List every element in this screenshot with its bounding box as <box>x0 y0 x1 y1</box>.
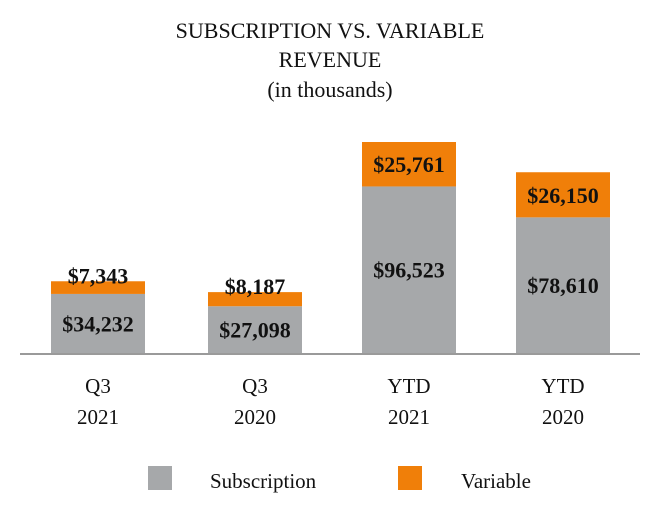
data-label-subscription-1: $27,098 <box>219 318 291 343</box>
bar-subscription-1 <box>208 306 302 353</box>
legend-label-variable: Variable <box>461 469 531 493</box>
x-tick-labels-layer: Q3 2021 Q3 2020 YTD 2021 YTD 2020 <box>77 374 585 429</box>
x-tick-label-2-line-1: YTD <box>387 374 430 398</box>
bar-subscription-2 <box>362 186 456 353</box>
bar-variable-2 <box>362 142 456 187</box>
bar-subscription-0 <box>51 293 145 353</box>
bar-subscription-3 <box>516 217 610 353</box>
x-tick-label-3-line-2: 2020 <box>542 405 584 429</box>
x-tick-label-3-line-1: YTD <box>541 374 584 398</box>
bar-variable-0 <box>51 281 145 294</box>
chart-subtitle: (in thousands) <box>267 77 392 102</box>
legend-swatch-subscription <box>148 466 172 490</box>
bar-variable-3 <box>516 172 610 218</box>
bars-layer <box>51 142 610 353</box>
data-label-variable-0: $7,343 <box>68 263 129 288</box>
bar-variable-1 <box>208 292 302 307</box>
data-label-subscription-0: $34,232 <box>62 311 134 336</box>
data-label-subscription-3: $78,610 <box>527 273 599 298</box>
data-label-subscription-2: $96,523 <box>373 258 445 283</box>
x-tick-label-0-line-1: Q3 <box>85 374 111 398</box>
x-tick-label-2-line-2: 2021 <box>388 405 430 429</box>
data-label-variable-2: $25,761 <box>373 152 445 177</box>
legend-swatch-variable <box>398 466 422 490</box>
x-tick-label-1-line-2: 2020 <box>234 405 276 429</box>
chart-title-line-2: REVENUE <box>279 47 382 72</box>
x-tick-label-0-line-2: 2021 <box>77 405 119 429</box>
data-labels-layer: $34,232 $7,343 $27,098 $8,187 $96,523 $25,761… <box>62 152 599 342</box>
legend-label-subscription: Subscription <box>210 469 317 493</box>
data-label-variable-3: $26,150 <box>527 183 599 208</box>
data-label-variable-1: $8,187 <box>225 274 286 299</box>
chart-title-line-1: SUBSCRIPTION VS. VARIABLE <box>176 18 485 43</box>
x-tick-label-1-line-1: Q3 <box>242 374 268 398</box>
legend: Subscription Variable <box>148 466 531 493</box>
